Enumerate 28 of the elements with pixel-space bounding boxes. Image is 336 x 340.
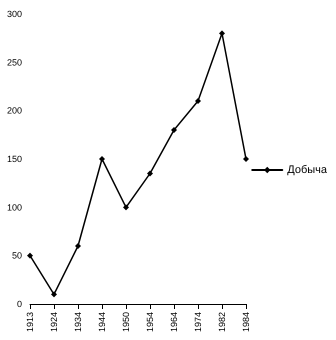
y-tick-label: 250 xyxy=(6,57,22,68)
y-tick-label: 0 xyxy=(16,299,22,309)
point xyxy=(195,98,201,104)
legend-label: Добыча xyxy=(287,164,328,176)
point xyxy=(27,252,33,259)
point xyxy=(99,156,105,162)
x-tick-label: 1924 xyxy=(49,312,59,332)
y-tick-label: 100 xyxy=(6,202,22,212)
x-tick-label: 1974 xyxy=(193,312,203,332)
y-tick-label: 50 xyxy=(12,250,22,261)
point xyxy=(123,204,129,210)
point xyxy=(51,291,57,298)
point xyxy=(147,170,153,176)
point xyxy=(171,127,177,133)
point xyxy=(219,30,225,36)
x-tick-label: 1913 xyxy=(25,312,35,332)
y-tick-label: 150 xyxy=(6,154,22,164)
y-tick-label: 200 xyxy=(6,106,22,116)
x-tick-label: 1954 xyxy=(145,312,155,332)
x-tick-label: 1964 xyxy=(169,312,179,332)
x-tick-label: 1934 xyxy=(73,312,83,332)
y-tick-label: 300 xyxy=(6,9,22,19)
x-tick-label: 1984 xyxy=(241,312,251,332)
x-tick-label: 1944 xyxy=(97,312,107,332)
point xyxy=(243,156,249,162)
x-tick-label: 1982 xyxy=(217,312,227,332)
x-tick-label: 1950 xyxy=(121,312,131,332)
point xyxy=(75,243,81,249)
